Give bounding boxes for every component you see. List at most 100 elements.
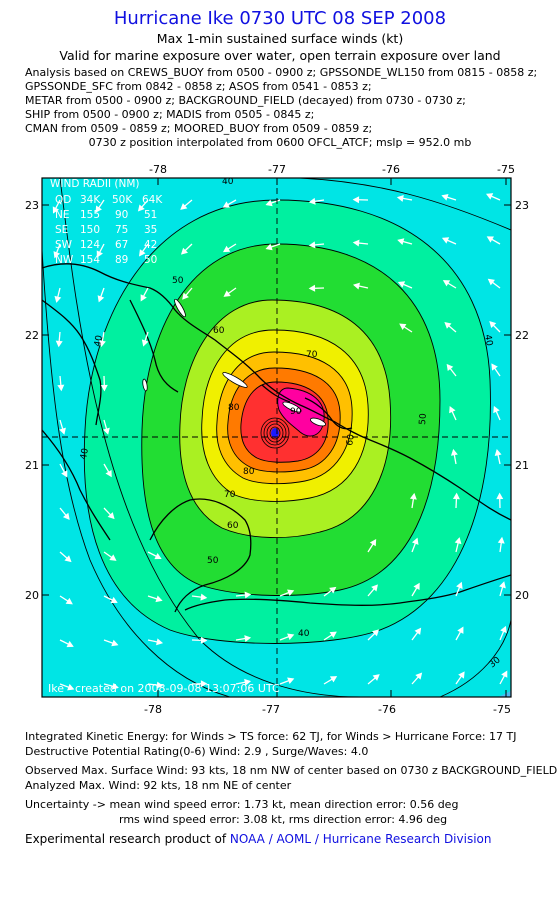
wind-arrow-head: [499, 581, 506, 589]
wind-arrow-head: [141, 339, 149, 347]
wind-arrow-head: [200, 636, 208, 644]
wind-arrow-head: [222, 201, 230, 208]
contour-label: 40: [222, 177, 234, 187]
wind-arrow-head: [396, 194, 404, 202]
wind-arrow-head: [180, 203, 188, 210]
wind-arrow-head: [111, 682, 119, 690]
axis-labels: -78 -77 -76 -75 -78 -77 -76 -75 23 22 21…: [25, 163, 529, 716]
wind-arrow-head: [489, 321, 497, 329]
wind-arrow-head: [397, 281, 406, 288]
wind-map: -78 -77 -76 -75 -78 -77 -76 -75 23 22 21…: [0, 150, 560, 725]
wind-arrow-head: [352, 239, 360, 247]
lon-tick-bottom: -76: [378, 703, 396, 716]
wind-arrow-head: [105, 469, 112, 478]
wind-arrow-head: [62, 512, 70, 520]
wind-radii-table: WIND RADII (NM) QD 34K 50K 64K NE 155 90…: [50, 178, 163, 266]
wind-arrow-head: [454, 537, 462, 545]
wind-map-svg: -78 -77 -76 -75 -78 -77 -76 -75 23 22 21…: [25, 163, 529, 716]
contour-label: 60: [227, 521, 239, 531]
wind-arrow-head: [111, 639, 119, 647]
wind-vectors: [52, 193, 508, 691]
wind-radii-header: 50K: [112, 194, 133, 206]
wind-arrow-head: [54, 295, 62, 303]
wind-arrow-head: [244, 678, 252, 686]
wind-radii-cell: SE: [55, 224, 68, 236]
wind-arrow-head: [487, 278, 495, 286]
wind-arrow-head: [500, 625, 507, 634]
wind-arrow-head: [180, 247, 188, 255]
wind-arrow-head: [414, 627, 422, 635]
wind-arrow-head: [413, 582, 420, 590]
wind-arrow-head: [486, 236, 494, 243]
validity-note: Valid for marine exposure over water, op…: [59, 48, 501, 63]
wind-arrow-head: [497, 536, 505, 544]
wind-arrow-head: [96, 250, 103, 258]
page-title: Hurricane Ike 0730 UTC 08 SEP 2008: [113, 8, 447, 29]
wind-arrow-head: [244, 635, 252, 643]
wind-arrow-head: [449, 405, 456, 414]
wind-arrow-head: [372, 629, 380, 637]
wind-radii-cell: 50: [144, 254, 157, 266]
analysis-line: GPSSONDE_SFC from 0842 - 0858 z; ASOS fr…: [25, 80, 372, 93]
wind-arrow-head: [456, 581, 463, 590]
wind-arrow-head: [200, 680, 208, 688]
contour-label: 40: [482, 334, 494, 347]
wind-arrow-head: [369, 539, 377, 547]
contour-label: 40: [93, 334, 105, 347]
wind-arrow-head: [67, 683, 75, 691]
wind-arrow-head: [244, 591, 252, 599]
wind-arrow-head: [156, 681, 164, 689]
ike-line: Integrated Kinetic Energy: for Winds > T…: [25, 730, 517, 743]
wind-radii-cell: NE: [55, 209, 70, 221]
lat-tick-right: 20: [515, 589, 529, 602]
contour-label: 60: [213, 326, 225, 336]
wind-arrow-head: [57, 384, 65, 392]
wind-arrow-head: [222, 245, 231, 253]
wind-arrow-head: [329, 676, 338, 683]
eye-center: [271, 428, 279, 438]
wind-arrow-head: [95, 205, 102, 213]
wind-radii-cell: 124: [80, 239, 100, 251]
lon-tick-top: -77: [268, 163, 286, 176]
contour-lines: [42, 178, 511, 697]
uncertainty-rms-line: rms wind speed error: 3.08 kt, rms direc…: [119, 813, 448, 826]
wind-arrow-head: [59, 427, 66, 435]
wind-radii-cell: 155: [80, 209, 100, 221]
wind-arrow-head: [415, 672, 423, 680]
wind-arrow-head: [66, 640, 74, 648]
contour-label: 40: [79, 447, 91, 460]
wind-arrow-head: [493, 405, 500, 414]
wind-radii-header: 34K: [80, 194, 101, 206]
wind-radii-cell: 51: [144, 209, 157, 221]
wind-radii-cell: 42: [144, 239, 157, 251]
wind-arrow-head: [450, 448, 458, 456]
wind-arrow-head: [55, 340, 63, 348]
position-note: 0730 z position interpolated from 0600 O…: [88, 136, 472, 149]
lat-tick-right: 22: [515, 329, 529, 342]
contour-label: 80: [243, 467, 255, 477]
grid-lines: [42, 178, 511, 697]
wind-arrow-head: [441, 237, 450, 244]
wind-arrow-head: [154, 552, 162, 560]
wind-radii-cell: SW: [55, 239, 73, 251]
created-label: Ike - created on 2008-09-08 13:07:06 UTC: [48, 682, 280, 695]
credit-link[interactable]: NOAA / AOML / Hurricane Research Divisio…: [229, 832, 492, 846]
lat-tick-left: 20: [25, 589, 39, 602]
wind-radii-header: 64K: [142, 194, 163, 206]
wind-arrow-head: [308, 284, 316, 292]
wind-arrow-head: [287, 677, 295, 685]
analysis-line: SHIP from 0500 - 0900 z; MADIS from 0505…: [25, 108, 315, 121]
wind-arrow-head: [110, 596, 118, 604]
observed-max-line: Observed Max. Surface Wind: 93 kts, 18 n…: [25, 764, 558, 777]
wind-radii-cell: 89: [115, 254, 128, 266]
contour-label: 90: [290, 407, 302, 417]
wind-arrow-head: [98, 340, 106, 348]
wind-arrow-head: [411, 537, 419, 545]
lon-tick-top: -78: [149, 163, 167, 176]
lon-tick-bottom: -75: [493, 703, 511, 716]
wind-arrow-head: [287, 633, 295, 641]
wind-arrow-head: [139, 249, 146, 257]
wind-arrow-head: [308, 241, 316, 249]
wind-arrow-head: [109, 554, 117, 561]
wind-arrow-head: [397, 238, 405, 245]
